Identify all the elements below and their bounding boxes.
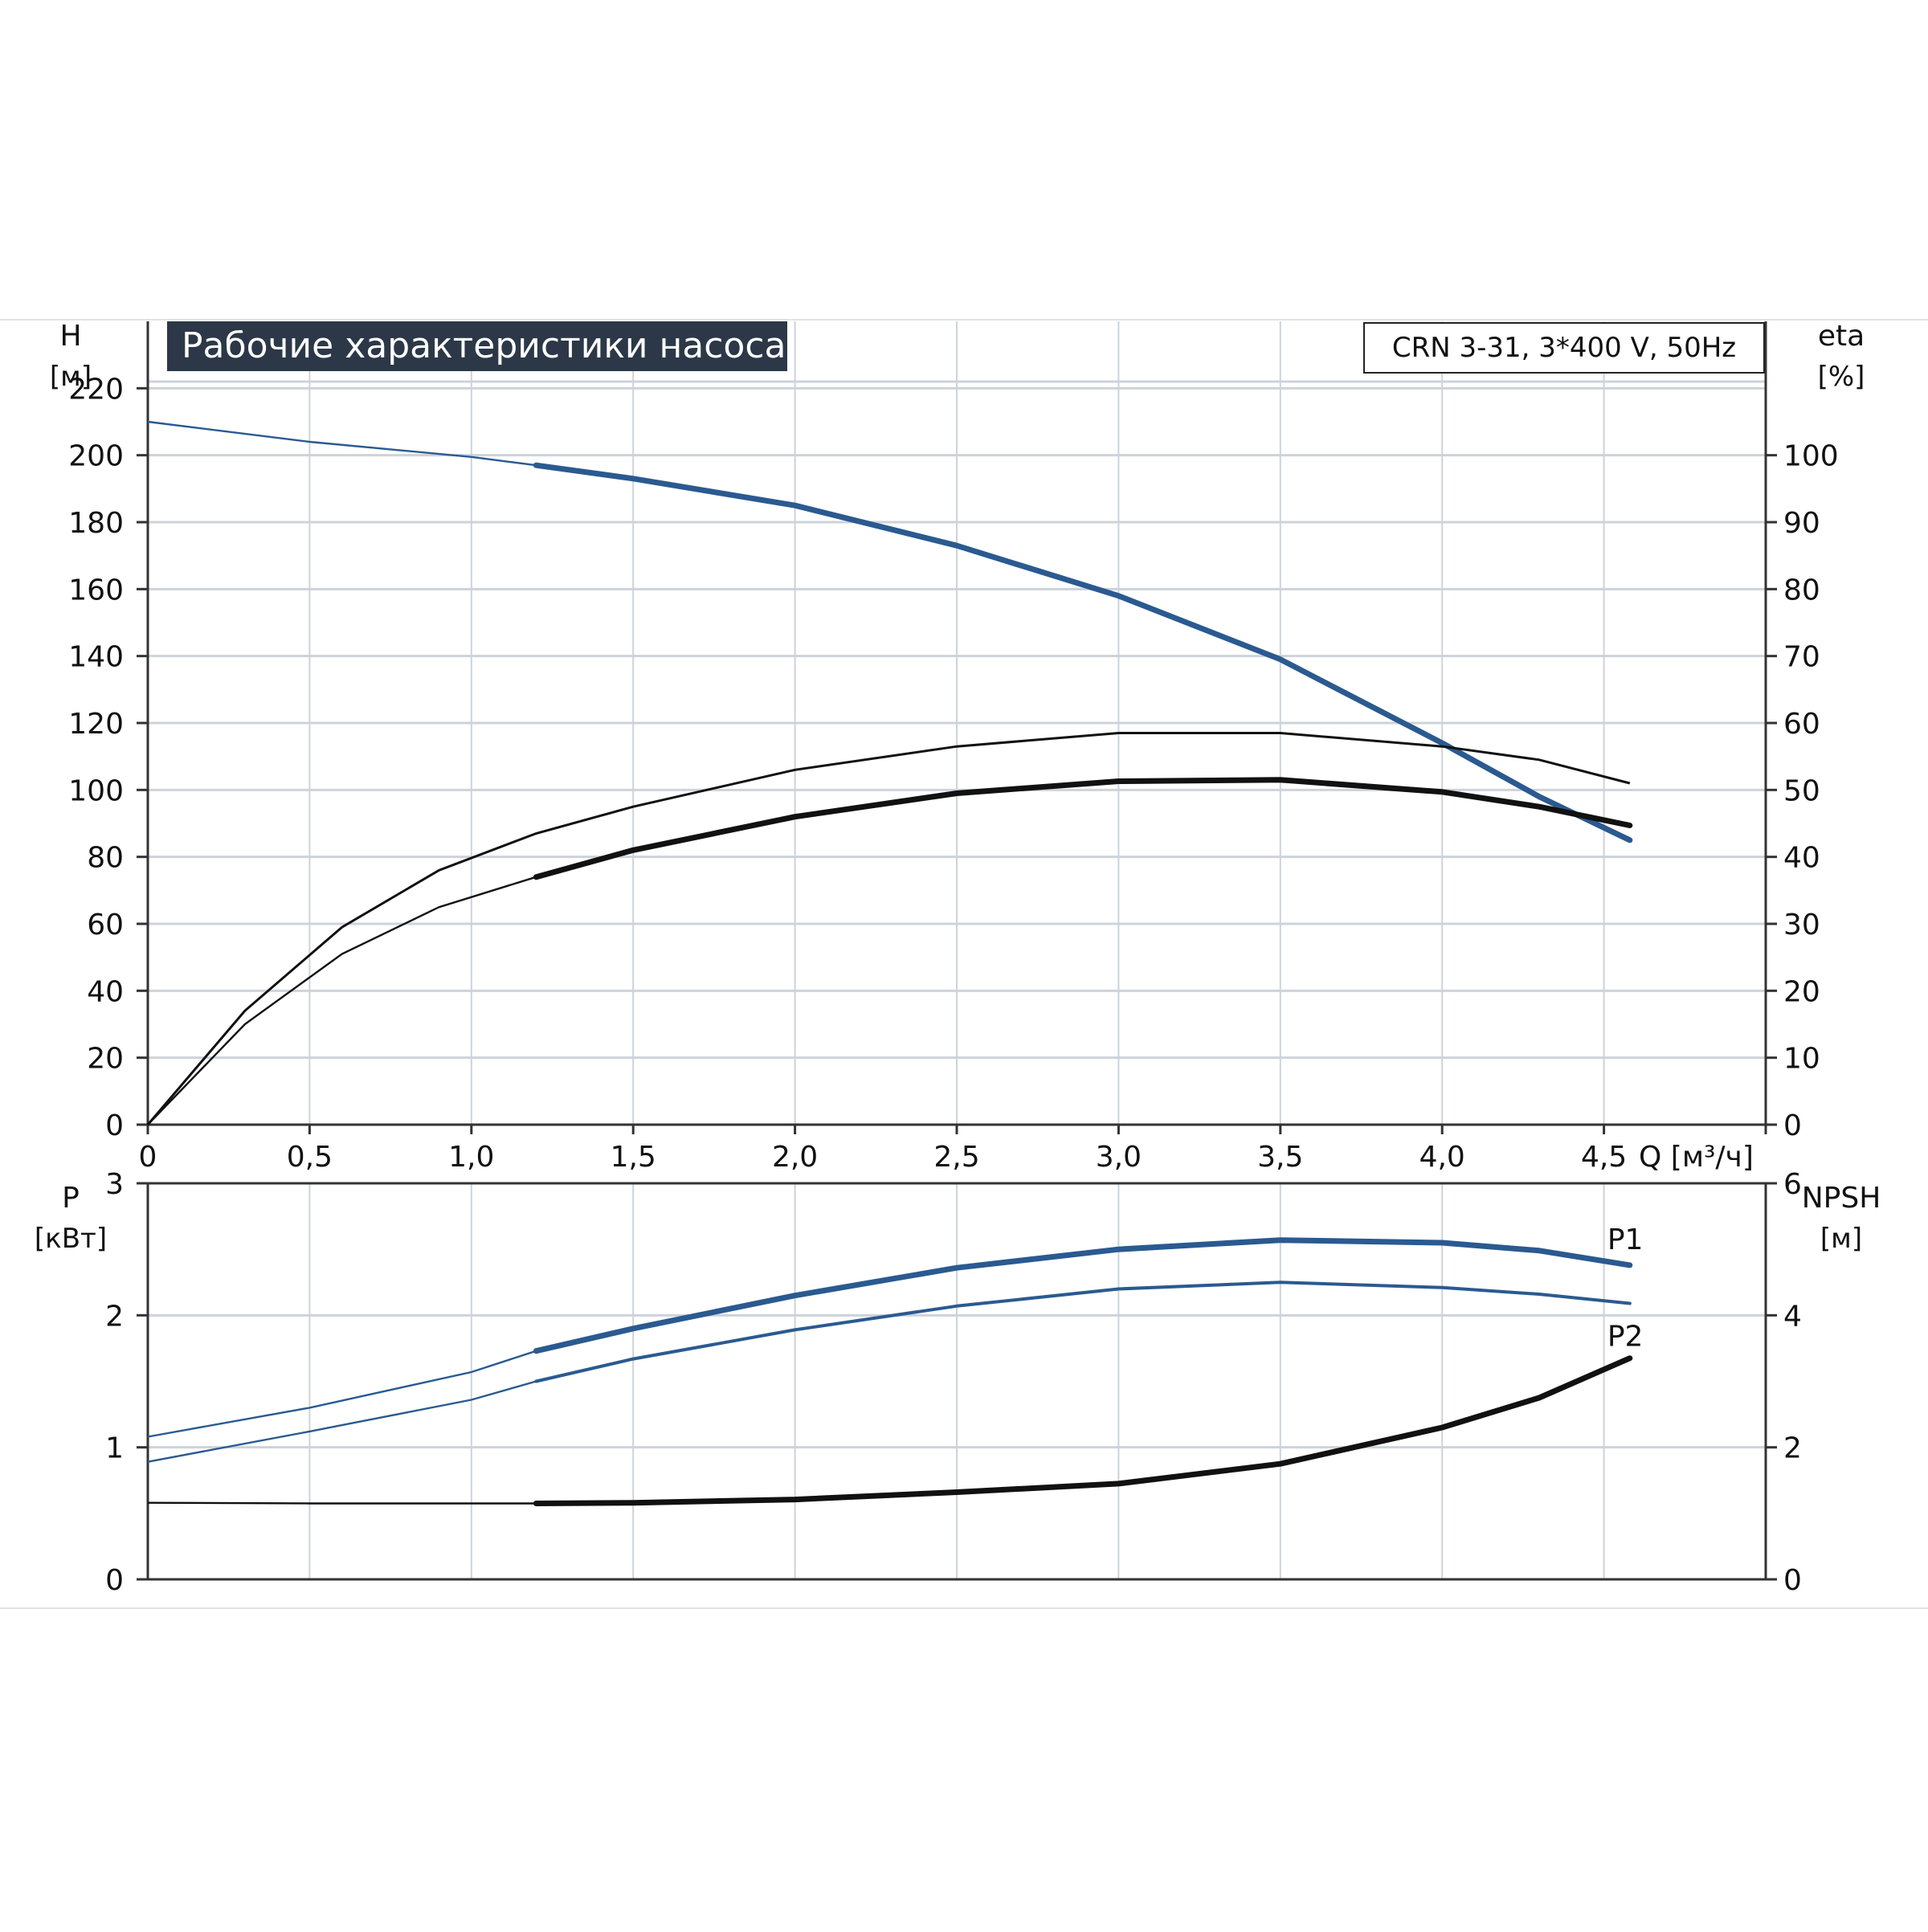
- right-tick-label: 0: [1783, 1109, 1802, 1142]
- x-tick-label: 2,0: [772, 1141, 818, 1174]
- left-tick-label: 20: [87, 1043, 124, 1076]
- right-tick-label: 0: [1783, 1564, 1802, 1597]
- right-tick-label: 2: [1783, 1432, 1802, 1465]
- x-tick-label: 0: [139, 1141, 157, 1174]
- chart-title: Рабочие характеристики насоса: [167, 321, 787, 371]
- series-line: [534, 1281, 1632, 1383]
- x-tick-label: 1,0: [448, 1141, 494, 1174]
- series-line-thin: [147, 1501, 537, 1505]
- left-tick-label: 60: [87, 909, 124, 941]
- series-line: [533, 1355, 1633, 1506]
- series-line: [146, 732, 1631, 1125]
- x-axis-label: Q [м³/ч]: [1639, 1141, 1754, 1174]
- frame-layer: [0, 319, 1928, 1609]
- left-tick-label: 220: [68, 373, 124, 406]
- right-axis-unit: [м]: [1820, 1223, 1862, 1255]
- left-tick-label: 120: [68, 708, 124, 741]
- x-tick-label: 1,5: [611, 1141, 656, 1174]
- right-tick-label: 30: [1783, 909, 1820, 941]
- x-tick-label: 3,0: [1096, 1141, 1142, 1174]
- series-line-thin: [147, 1350, 537, 1438]
- series-line-thin: [147, 876, 537, 1125]
- right-tick-label: 100: [1783, 440, 1839, 473]
- left-axis-unit: [кВт]: [35, 1223, 107, 1255]
- right-tick-label: 70: [1783, 641, 1820, 674]
- axis-layer: [137, 321, 1777, 1581]
- series-layer: [146, 420, 1633, 1506]
- x-tick-label: 0,5: [287, 1141, 333, 1174]
- left-tick-label: 200: [68, 440, 124, 473]
- left-tick-label: 0: [105, 1109, 124, 1142]
- series-label-p1: P1: [1607, 1223, 1644, 1256]
- x-tick-label: 4,5: [1581, 1141, 1627, 1174]
- series-line: [533, 777, 1633, 880]
- left-tick-label: 160: [68, 574, 124, 607]
- x-tick-label: 4,0: [1419, 1141, 1465, 1174]
- right-axis-name: eta: [1818, 320, 1865, 353]
- right-tick-label: 50: [1783, 774, 1820, 807]
- series-line: [533, 1237, 1633, 1354]
- left-tick-label: 3: [105, 1168, 124, 1201]
- x-tick-label: 2,5: [933, 1141, 979, 1174]
- left-tick-label: 80: [87, 842, 124, 875]
- right-tick-label: 20: [1783, 975, 1820, 1008]
- series-line: [533, 462, 1633, 843]
- left-axis-name: P: [62, 1182, 80, 1215]
- series-label-p2: P2: [1607, 1321, 1644, 1354]
- left-tick-label: 100: [68, 774, 124, 807]
- right-tick-label: 60: [1783, 708, 1820, 741]
- x-tick-label: 3,5: [1257, 1141, 1303, 1174]
- right-tick-label: 6: [1783, 1168, 1802, 1201]
- right-axis-unit: [%]: [1818, 361, 1865, 393]
- right-tick-label: 10: [1783, 1043, 1820, 1076]
- left-axis-unit: [м]: [50, 361, 92, 393]
- right-tick-label: 80: [1783, 574, 1820, 607]
- right-axis-name: NPSH: [1802, 1182, 1881, 1215]
- left-tick-label: 180: [68, 507, 124, 540]
- label-layer: 0204060801001201401601802002200102030405…: [35, 320, 1881, 1597]
- left-tick-label: 140: [68, 641, 124, 674]
- left-axis-name: H: [59, 320, 81, 353]
- left-tick-label: 40: [87, 975, 124, 1008]
- right-tick-label: 4: [1783, 1300, 1802, 1333]
- series-line-thin: [147, 1380, 537, 1463]
- left-tick-label: 2: [105, 1300, 124, 1333]
- pump-model-label: CRN 3-31, 3*400 V, 50Hz: [1363, 322, 1765, 374]
- right-tick-label: 40: [1783, 842, 1820, 875]
- left-tick-label: 1: [105, 1432, 124, 1465]
- left-tick-label: 0: [105, 1564, 124, 1597]
- series-line-thin: [147, 420, 537, 467]
- right-tick-label: 90: [1783, 507, 1820, 540]
